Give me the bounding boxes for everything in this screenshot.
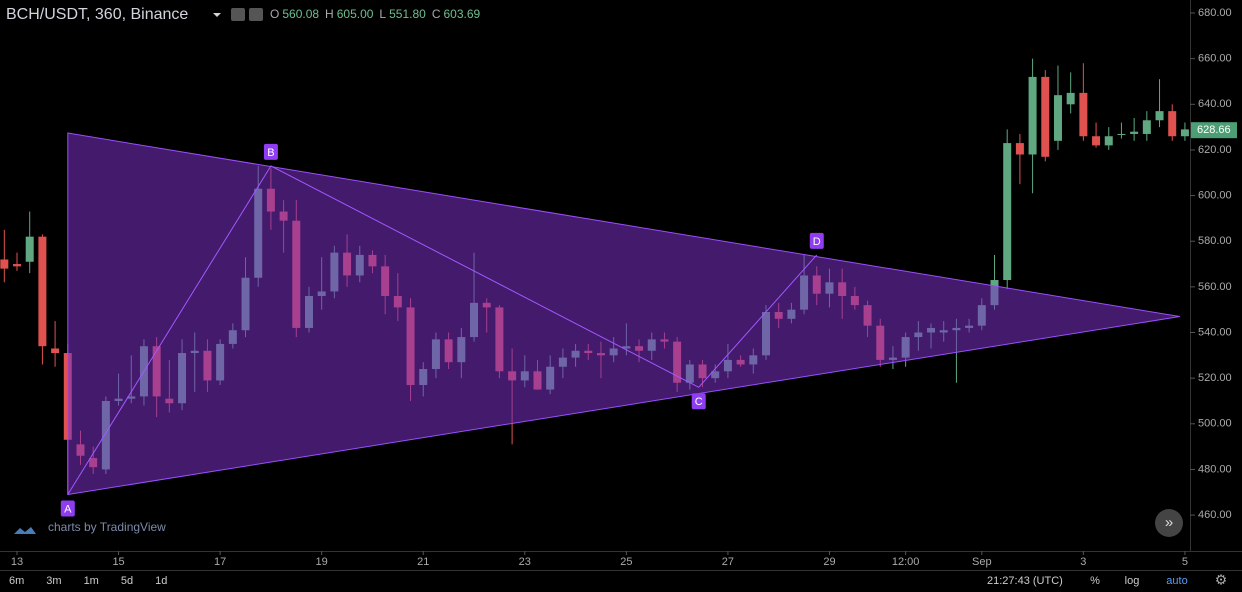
x-tick-label: 25 <box>620 556 632 568</box>
x-tick-label: 21 <box>417 556 429 568</box>
candle-body <box>25 236 34 262</box>
option-button[interactable]: auto <box>1166 575 1187 587</box>
candle-body <box>1130 131 1139 134</box>
candle-body <box>1142 120 1151 134</box>
ohlc-label: C <box>432 7 441 21</box>
option-button[interactable]: log <box>1125 575 1140 587</box>
candle-body <box>1015 143 1024 155</box>
toolbar: 6m 3m 1m 5d 1d 21:27:43 (UTC)% log auto <box>9 575 1188 587</box>
point-badge <box>60 500 75 517</box>
range-button[interactable]: 5d <box>121 575 133 587</box>
point-label: D <box>813 236 821 248</box>
zigzag <box>67 165 818 495</box>
scroll-icon: » <box>1165 514 1173 531</box>
y-tick-label: 580.00 <box>1198 235 1232 247</box>
point-label: C <box>695 396 703 408</box>
triangle-pattern <box>67 132 1180 496</box>
candle-body <box>1053 95 1062 141</box>
settings-icon[interactable] <box>231 8 245 21</box>
y-tick-label: 520.00 <box>1198 372 1232 384</box>
hide-icon[interactable] <box>249 8 263 21</box>
last-price-box <box>1191 122 1237 139</box>
candle-body <box>13 264 22 267</box>
x-tick-label: 12:00 <box>892 556 920 568</box>
gear-icon[interactable]: ⚙ <box>1215 572 1228 588</box>
ohlc-value: 551.80 <box>389 7 426 21</box>
tv-logo <box>14 527 36 534</box>
range-button[interactable]: 6m <box>9 575 24 587</box>
x-tick-label: 17 <box>214 556 226 568</box>
range-button[interactable]: 3m <box>46 575 61 587</box>
symbol-menu[interactable] <box>213 13 221 17</box>
point-badge <box>263 143 278 160</box>
option-button[interactable]: % <box>1090 575 1100 587</box>
candle-body <box>1155 111 1164 121</box>
candle-body <box>38 236 47 347</box>
point-label: B <box>267 147 274 159</box>
candle-body <box>1104 136 1113 146</box>
y-tick-label: 480.00 <box>1198 463 1232 475</box>
y-tick-label: 620.00 <box>1198 144 1232 156</box>
x-tick-label: 27 <box>722 556 734 568</box>
y-tick-label: 600.00 <box>1198 189 1232 201</box>
candle-body <box>51 348 60 354</box>
candle-body <box>0 259 9 269</box>
ohlc-value: 603.69 <box>443 7 480 21</box>
ohlc-label: H <box>325 7 334 21</box>
symbol[interactable]: BCH/USDT, 360, Binance <box>6 6 188 23</box>
x-tick-label: 19 <box>316 556 328 568</box>
ohlc-label: L <box>379 7 386 21</box>
watermark: charts by TradingView <box>48 520 166 534</box>
x-tick-label: 23 <box>519 556 531 568</box>
y-tick-label: 500.00 <box>1198 418 1232 430</box>
candle-body <box>1028 76 1037 155</box>
x-tick-label: 29 <box>823 556 835 568</box>
ohlc-value: 560.08 <box>282 7 319 21</box>
last-price: 628.66 <box>1197 124 1231 136</box>
x-tick-label: 13 <box>11 556 23 568</box>
x-tick-label: 5 <box>1182 556 1188 568</box>
ohlc-label: O <box>270 7 279 21</box>
candle-body <box>1092 136 1101 146</box>
y-tick-label: 640.00 <box>1198 98 1232 110</box>
candle-body <box>1041 76 1050 157</box>
candle-body <box>1117 133 1126 135</box>
x-tick-label: 15 <box>112 556 124 568</box>
point-badge <box>691 393 706 410</box>
range-button[interactable]: 1d <box>155 575 167 587</box>
clock: 21:27:43 (UTC) <box>987 575 1063 587</box>
candle-body <box>1168 111 1177 137</box>
x-tick-label: Sep <box>972 556 992 568</box>
plot: A B C D <box>0 58 1189 517</box>
candle-body <box>1079 92 1088 137</box>
y-tick-label: 660.00 <box>1198 53 1232 65</box>
y-tick-label: 460.00 <box>1198 509 1232 521</box>
range-button[interactable]: 1m <box>84 575 99 587</box>
y-tick-label: 560.00 <box>1198 281 1232 293</box>
candle-body <box>1003 143 1012 281</box>
point-label: A <box>64 503 72 515</box>
candle-body <box>1180 129 1189 137</box>
x-tick-label: 3 <box>1080 556 1086 568</box>
point-badge <box>809 232 824 249</box>
y-tick-label: 540.00 <box>1198 326 1232 338</box>
scroll-button[interactable] <box>1155 509 1183 537</box>
y-tick-label: 680.00 <box>1198 7 1232 19</box>
candle-body <box>1066 92 1075 105</box>
ohlc-value: 605.00 <box>337 7 374 21</box>
